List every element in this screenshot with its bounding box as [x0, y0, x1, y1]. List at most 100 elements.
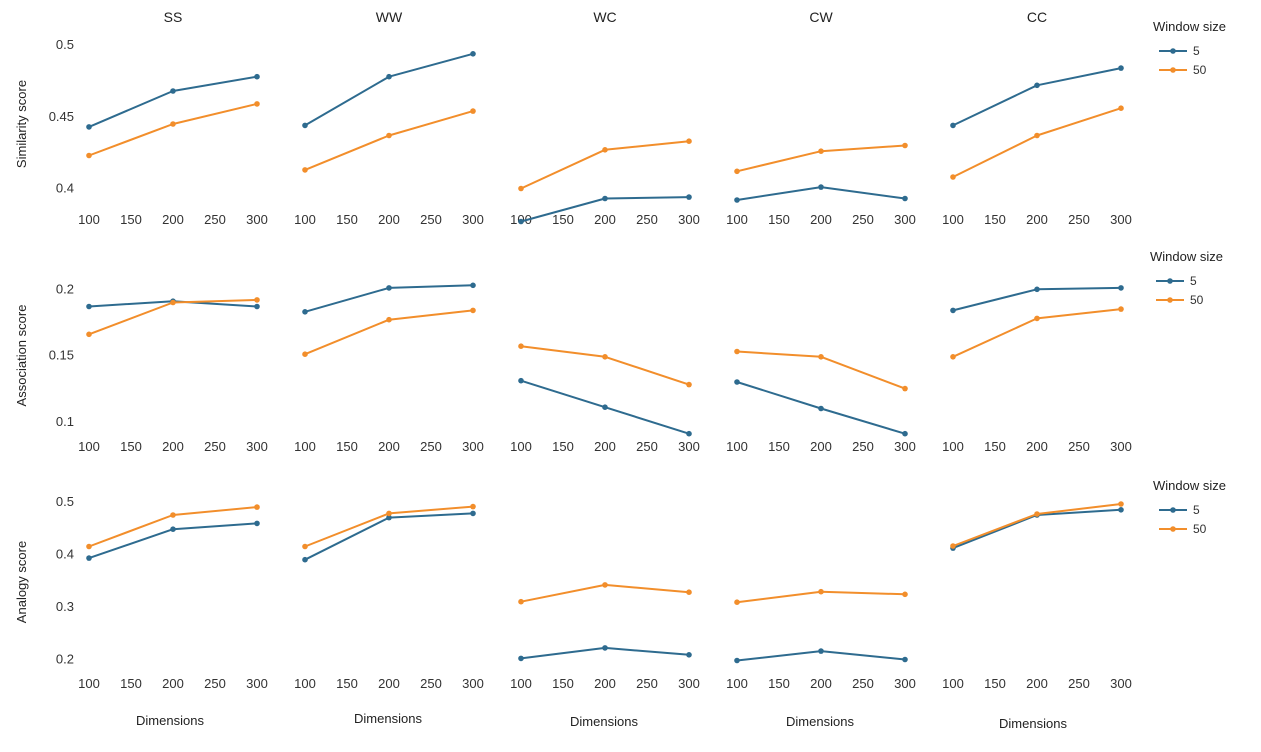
data-point-5-wc-row1 [518, 218, 524, 225]
x-tick-label: 200 [162, 212, 184, 227]
x-axis-label: Dimensions [570, 714, 638, 729]
data-point-50-ww-row1 [470, 108, 476, 114]
data-point-50-wc-row2 [602, 354, 608, 360]
data-point-50-cw-row1 [902, 142, 908, 149]
data-point-5-ss-row2 [254, 303, 260, 310]
data-point-5-ww-row2 [302, 309, 308, 315]
y-tick-label: 0.3 [56, 599, 74, 614]
data-point-50-cc-row3 [1034, 511, 1040, 517]
data-point-50-wc-row2 [518, 343, 524, 350]
x-tick-label: 250 [204, 439, 226, 454]
x-tick-label: 200 [378, 212, 400, 227]
data-point-50-wc-row3 [518, 598, 524, 605]
data-point-5-ss-row1 [86, 124, 92, 130]
data-point-50-cw-row1 [734, 168, 740, 175]
data-point-5-cc-row1 [1118, 65, 1124, 71]
data-point-5-ww-row3 [386, 514, 392, 521]
x-tick-label: 300 [1110, 439, 1132, 454]
legend-label-5: 5 [1193, 503, 1200, 517]
data-point-50-cc-row2 [1118, 306, 1124, 312]
x-tick-label: 100 [78, 212, 100, 227]
x-tick-label: 200 [810, 439, 832, 454]
x-tick-label: 100 [78, 676, 100, 691]
data-point-5-ss-row3 [170, 526, 176, 532]
x-tick-label: 150 [552, 212, 574, 227]
data-point-50-ww-row1 [386, 132, 392, 139]
data-point-5-cw-row1 [902, 195, 908, 202]
data-point-5-ww-row3 [470, 510, 476, 517]
x-tick-label: 150 [120, 676, 142, 691]
data-point-5-cw-row2 [818, 405, 824, 412]
y-tick-label: 0.15 [49, 348, 74, 363]
data-point-5-ww-row1 [302, 122, 308, 129]
legend-label-50: 50 [1193, 522, 1207, 536]
y-tick-label: 0.2 [56, 281, 74, 296]
data-point-50-ww-row2 [386, 316, 392, 323]
data-point-50-ss-row3 [170, 512, 176, 518]
data-point-5-ss-row2 [86, 303, 92, 310]
column-title-wc: WC [593, 9, 616, 25]
legend-marker-5 [1170, 48, 1176, 54]
column-title-ww: WW [376, 9, 403, 25]
y-tick-label: 0.5 [56, 494, 74, 509]
series-line-50-ss-row1 [88, 102, 258, 157]
x-tick-label: 100 [510, 676, 532, 691]
x-tick-label: 300 [1110, 676, 1132, 691]
data-point-50-cc-row1 [1118, 105, 1124, 111]
data-point-50-wc-row1 [518, 185, 524, 192]
x-tick-label: 100 [294, 439, 316, 454]
legend-label-50: 50 [1190, 293, 1204, 307]
x-tick-label: 250 [852, 439, 874, 454]
data-point-5-wc-row1 [602, 195, 608, 202]
data-point-5-ww-row2 [386, 285, 392, 291]
x-tick-label: 100 [78, 439, 100, 454]
legend-marker-50 [1167, 297, 1173, 303]
data-point-50-ww-row3 [386, 510, 392, 517]
x-tick-label: 100 [942, 439, 964, 454]
data-point-5-ss-row1 [170, 88, 176, 94]
legend-marker-5 [1167, 278, 1173, 284]
x-tick-label: 250 [636, 212, 658, 227]
data-point-5-ss-row3 [254, 520, 260, 527]
x-tick-label: 300 [678, 212, 700, 227]
x-tick-label: 100 [942, 212, 964, 227]
legend-label-5: 5 [1190, 274, 1197, 288]
series-line-50-cc-row3 [952, 503, 1122, 547]
x-tick-label: 200 [162, 676, 184, 691]
data-point-5-cw-row3 [734, 657, 740, 664]
data-point-50-wc-row1 [602, 147, 608, 153]
data-point-5-cw-row1 [818, 184, 824, 190]
y-tick-label: 0.45 [49, 109, 74, 124]
x-tick-label: 150 [120, 439, 142, 454]
x-tick-label: 200 [810, 676, 832, 691]
data-point-5-cw-row2 [902, 430, 908, 437]
row-ylabel-2: Association score [14, 305, 29, 407]
x-axis-label: Dimensions [786, 714, 854, 729]
x-tick-label: 150 [984, 439, 1006, 454]
data-point-50-ss-row2 [86, 331, 92, 338]
legend-marker-50 [1170, 67, 1176, 73]
data-point-5-ww-row1 [386, 73, 392, 80]
x-tick-label: 150 [120, 212, 142, 227]
legend-title: Window size [1153, 19, 1226, 34]
data-point-5-cw-row2 [734, 379, 740, 385]
data-point-5-ss-row3 [86, 555, 92, 561]
x-tick-label: 200 [594, 212, 616, 227]
data-point-5-cw-row1 [734, 197, 740, 203]
x-tick-label: 300 [462, 676, 484, 691]
data-point-5-cw-row3 [902, 656, 908, 663]
data-point-5-ww-row1 [470, 51, 476, 57]
x-axis-label: Dimensions [999, 716, 1067, 731]
legend-label-5: 5 [1193, 44, 1200, 58]
data-point-50-cw-row2 [734, 348, 740, 355]
x-tick-label: 150 [984, 676, 1006, 691]
data-point-50-ss-row3 [86, 543, 92, 550]
x-tick-label: 300 [1110, 212, 1132, 227]
x-tick-label: 150 [984, 212, 1006, 227]
x-tick-label: 200 [810, 212, 832, 227]
data-point-50-wc-row3 [686, 589, 692, 595]
x-tick-label: 250 [420, 212, 442, 227]
x-tick-label: 250 [204, 676, 226, 691]
data-point-50-cc-row3 [950, 543, 956, 549]
x-tick-label: 250 [1068, 439, 1090, 454]
